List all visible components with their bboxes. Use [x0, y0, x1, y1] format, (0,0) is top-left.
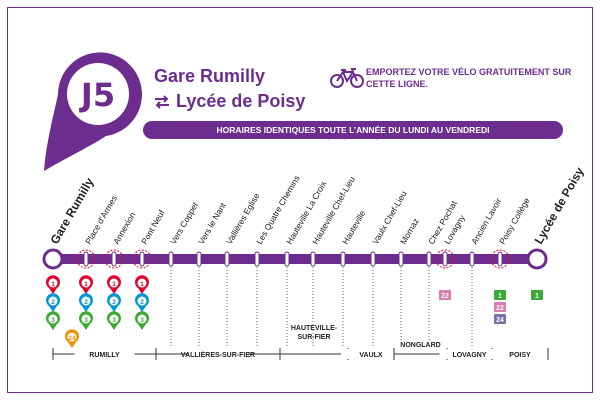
- stop-tick: [168, 251, 174, 267]
- correspondence-pin-dot: [137, 296, 147, 306]
- connection-ring: [435, 249, 455, 269]
- stop-tick: [370, 251, 376, 267]
- correspondence-label: 22: [496, 305, 504, 312]
- connection-ring: [132, 249, 152, 269]
- stop-tick: [340, 251, 346, 267]
- stop-label: Annexion: [111, 210, 138, 246]
- stop-tick: [83, 251, 89, 267]
- zone-label: VALLIÈRES-SUR-FIER: [181, 350, 255, 359]
- correspondence-label: 1: [51, 281, 55, 288]
- connection-ring: [76, 249, 96, 269]
- stop-label: Pont Neuf: [139, 208, 167, 246]
- correspondence-pin-dot: [109, 278, 119, 288]
- stop-tick: [139, 251, 145, 267]
- line-code: J5: [79, 76, 115, 114]
- correspondence-label: 1: [140, 281, 144, 288]
- stop-tick: [310, 251, 316, 267]
- correspondence-pin-dot: [137, 278, 147, 288]
- stop-tick: [254, 251, 260, 267]
- line-track: [53, 254, 537, 264]
- stop-tick: [469, 251, 475, 267]
- zone-label-bg: [74, 349, 135, 359]
- stop-label: Vers le Nant: [196, 200, 228, 246]
- zone-label: POISY: [509, 352, 531, 359]
- zone-label: SUR-FIER: [297, 334, 330, 341]
- schedule-banner: HORAIRES IDENTIQUES TOUTE L’ANNÉE DU LUN…: [143, 121, 563, 139]
- zone-label: RUMILLY: [89, 352, 120, 359]
- stop-tick: [224, 251, 230, 267]
- swap-arrows-icon: [155, 95, 169, 109]
- zone-label: HAUTEVILLE-: [291, 325, 338, 332]
- stop-tick: [111, 251, 117, 267]
- correspondence-pin-dot: [48, 296, 58, 306]
- route-origin: Gare Rumilly: [154, 66, 266, 86]
- correspondence-label: 24: [68, 335, 76, 342]
- correspondence-label: 1: [498, 293, 502, 300]
- correspondence-pin-dot: [137, 314, 147, 324]
- stop-label: Mornaz: [398, 216, 421, 246]
- correspondence-label: 3: [51, 317, 55, 324]
- route-destination: Lycée de Poisy: [176, 91, 306, 111]
- correspondence-label: 1: [112, 281, 116, 288]
- correspondence-pin-dot: [81, 296, 91, 306]
- line-badge: J5: [44, 52, 142, 171]
- correspondence-pin-dot: [109, 314, 119, 324]
- correspondence-label: 2: [140, 299, 144, 306]
- correspondence-badge: [439, 290, 451, 300]
- correspondence-pin-dot: [81, 278, 91, 288]
- zone-label: LOVAGNY: [452, 352, 486, 359]
- correspondence-badge: [494, 314, 506, 324]
- schedule-note: (sauf jours fériés): [327, 134, 379, 140]
- correspondence-badge: [531, 290, 543, 300]
- stop-tick: [442, 251, 448, 267]
- stop-tick: [284, 251, 290, 267]
- stop-label: Hauteville: [340, 208, 367, 246]
- terminus-marker: [526, 248, 548, 270]
- correspondence-pin-dot: [81, 314, 91, 324]
- correspondence-label: 3: [112, 317, 116, 324]
- correspondence-label: 2: [112, 299, 116, 306]
- zone-label-bg: [188, 349, 248, 359]
- correspondence-label: 1: [84, 281, 88, 288]
- correspondence-label: 1: [535, 293, 539, 300]
- correspondence-label: 24: [496, 317, 504, 324]
- bike-note: EMPORTEZ VOTRE VÉLO GRATUITEMENT SUR CET…: [366, 67, 572, 89]
- correspondence-badge: [494, 302, 506, 312]
- bike-icon: [330, 68, 364, 88]
- zone-label: VAULX: [359, 352, 383, 359]
- zone-label-bg: [400, 340, 441, 349]
- correspondence-label: 2: [51, 299, 55, 306]
- correspondence-pin-dot: [109, 296, 119, 306]
- correspondence-label: 3: [84, 317, 88, 324]
- correspondence-label: 2: [84, 299, 88, 306]
- line-sheet: J5 Gare Rumilly Lycée de Poisy EMPORTEZ …: [7, 7, 593, 393]
- stop-tick: [398, 251, 404, 267]
- zone-label: NONGLARD: [400, 342, 440, 349]
- stop-label: Vers Coppet: [168, 200, 200, 246]
- terminus-marker: [42, 248, 64, 270]
- stop-tick: [426, 251, 432, 267]
- correspondence-pin-dot: [67, 332, 77, 342]
- stop-tick: [196, 251, 202, 267]
- zone-label-bg: [490, 349, 550, 359]
- zone-label-bg: [439, 349, 500, 359]
- correspondence-label: 22: [441, 293, 449, 300]
- correspondence-pin-dot: [48, 314, 58, 324]
- correspondence-pin-dot: [48, 278, 58, 288]
- stop-label: Lycée de Poisy: [531, 165, 586, 247]
- correspondence-badge: [494, 290, 506, 300]
- connection-ring: [104, 249, 124, 269]
- connection-ring: [490, 249, 510, 269]
- zone-label-bg: [341, 349, 401, 359]
- stop-tick: [497, 251, 503, 267]
- correspondence-label: 3: [140, 317, 144, 324]
